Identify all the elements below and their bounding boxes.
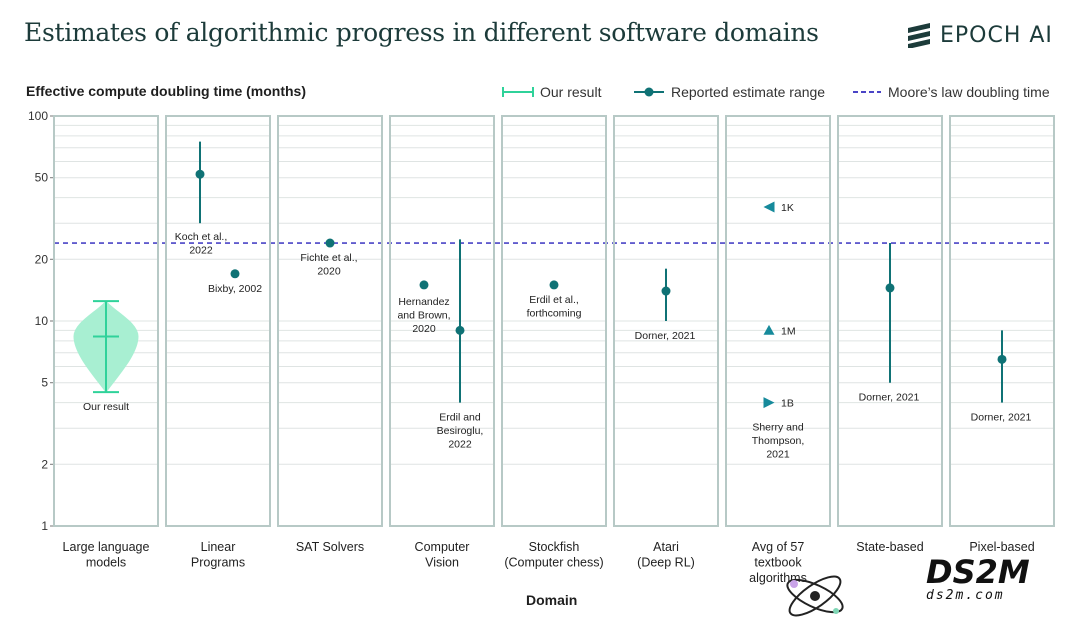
fichte-point — [325, 238, 335, 248]
x-tick-label: SAT Solvers — [296, 540, 364, 554]
x-tick-label: Large language models — [63, 540, 150, 570]
chart-title: Estimates of algorithmic progress in dif… — [24, 18, 819, 47]
panel-border — [725, 115, 831, 527]
y-tick-label: 50 — [35, 171, 49, 185]
x-axis-label: Domain — [526, 592, 578, 608]
panel-border — [501, 115, 607, 527]
watermark-sub: ds2m.com — [926, 588, 1005, 603]
legend-reported-label: Reported estimate range — [671, 84, 826, 100]
textbook-marker-label: 1K — [781, 202, 794, 214]
panel-border — [389, 115, 495, 527]
stockfish-point — [549, 280, 559, 290]
legend-moore: Moore’s law doubling time — [852, 84, 1050, 100]
y-tick-label: 10 — [35, 314, 49, 328]
textbook-marker-label: 1M — [781, 325, 796, 337]
legend-our-result: Our result — [502, 84, 601, 100]
x-tick-label: Atari (Deep RL) — [637, 540, 695, 570]
y-tick-label: 100 — [28, 109, 48, 123]
domain-panel — [950, 115, 1054, 527]
x-tick-label: Pixel-based — [969, 540, 1034, 554]
hernandez-point — [419, 280, 429, 290]
panel-border — [277, 115, 383, 527]
erdil-besiroglu-point — [455, 325, 465, 335]
stockfish-label: Erdil et al., forthcoming — [527, 294, 582, 320]
x-tick-label: Computer Vision — [415, 540, 470, 570]
legend-our-result-label: Our result — [540, 84, 602, 100]
erdil-besiroglu-label: Erdil and Besiroglu, 2022 — [437, 412, 484, 451]
domain-panel — [390, 115, 494, 527]
our-result-label: Our result — [83, 401, 129, 413]
y-tick-label: 20 — [35, 252, 49, 266]
textbook-marker-1B — [763, 397, 775, 409]
panel-border — [53, 115, 159, 527]
atom-logo-icon — [786, 575, 844, 617]
state-based-point — [885, 283, 895, 293]
y-axis-label: Effective compute doubling time (months) — [26, 83, 307, 99]
bixby-label: Bixby, 2002 — [208, 283, 262, 295]
y-tick-label: 5 — [41, 376, 48, 390]
watermark-main: DS2M — [926, 553, 1030, 591]
brand-name: EPOCH AI — [940, 22, 1053, 48]
textbook-marker-label: 1B — [781, 398, 794, 410]
sherry-label: Sherry and Thompson, 2021 — [752, 422, 805, 461]
bixby-point — [230, 269, 240, 279]
legend-reported: Reported estimate range — [633, 84, 825, 100]
brand-logo: EPOCH AI — [906, 20, 1053, 50]
textbook-marker-1K — [763, 201, 775, 213]
moore-legend-icon — [853, 91, 881, 93]
atari-label: Dorner, 2021 — [635, 330, 696, 342]
y-tick-label: 1 — [41, 519, 48, 533]
our-result-legend-icon — [502, 87, 534, 97]
pixel-based-label: Dorner, 2021 — [971, 412, 1032, 424]
koch-label: Koch et al., 2022 — [175, 231, 228, 257]
hernandez-label: Hernandez and Brown, 2020 — [397, 296, 450, 335]
textbook-marker-1M — [763, 324, 775, 335]
x-tick-label: Linear Programs — [191, 540, 245, 570]
koch-point — [195, 169, 205, 179]
pixel-based-point — [997, 354, 1007, 364]
domain-panel — [278, 115, 382, 527]
domain-panel — [166, 115, 270, 527]
panel-border — [949, 115, 1055, 527]
panel-border — [613, 115, 719, 527]
state-based-label: Dorner, 2021 — [859, 392, 920, 404]
x-tick-label: Stockfish (Computer chess) — [504, 540, 603, 570]
atari-point — [661, 286, 671, 296]
legend-moore-label: Moore’s law doubling time — [888, 84, 1050, 100]
x-tick-label: State-based — [856, 540, 923, 554]
panel-border — [165, 115, 271, 527]
domain-panel — [502, 115, 606, 527]
epoch-logo-icon — [908, 23, 930, 48]
watermark: DS2M ds2m.com — [926, 556, 1030, 603]
y-tick-label: 2 — [41, 457, 48, 471]
panel-border — [837, 115, 943, 527]
domain-panel — [726, 115, 830, 527]
fichte-label: Fichte et al., 2020 — [300, 252, 357, 278]
reported-legend-icon — [634, 87, 664, 97]
